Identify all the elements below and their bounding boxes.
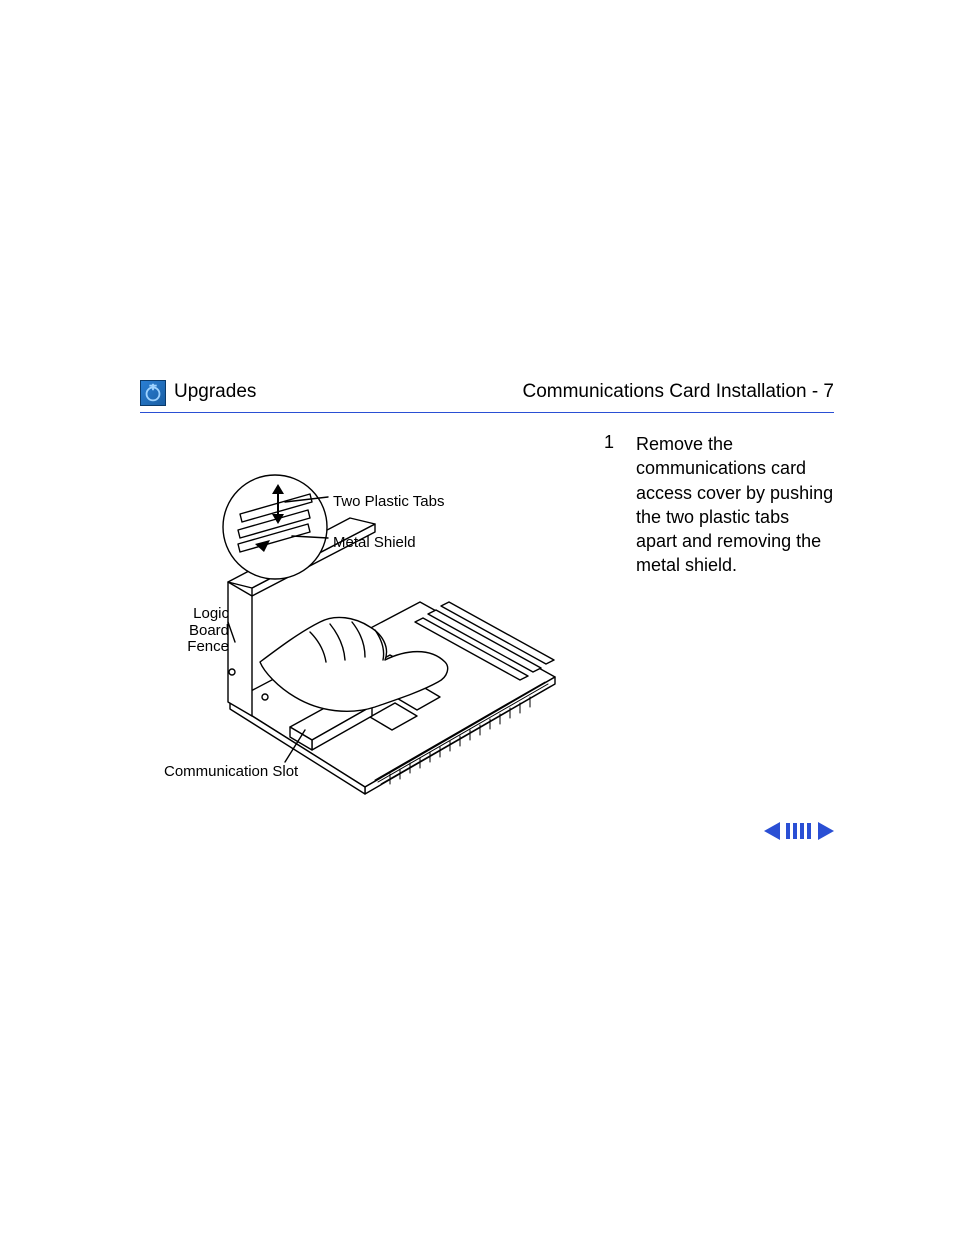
callout-communication-slot: Communication Slot xyxy=(164,764,298,781)
callout-two-plastic-tabs: Two Plastic Tabs xyxy=(333,494,444,511)
nav-next-icon xyxy=(818,822,834,840)
callout-metal-shield: Metal Shield xyxy=(333,535,416,552)
callout-logic-board-fence: Logic Board Fence xyxy=(183,606,229,656)
section-name: Upgrades xyxy=(174,381,256,403)
header-rule xyxy=(140,412,834,413)
step-text: Remove the communications card access co… xyxy=(636,432,834,578)
nav-prev-icon xyxy=(764,822,780,840)
page-title: Communications Card Installation - 7 xyxy=(522,381,834,403)
section-icon xyxy=(140,380,166,406)
step-number: 1 xyxy=(604,432,614,453)
page-nav[interactable] xyxy=(764,820,834,842)
